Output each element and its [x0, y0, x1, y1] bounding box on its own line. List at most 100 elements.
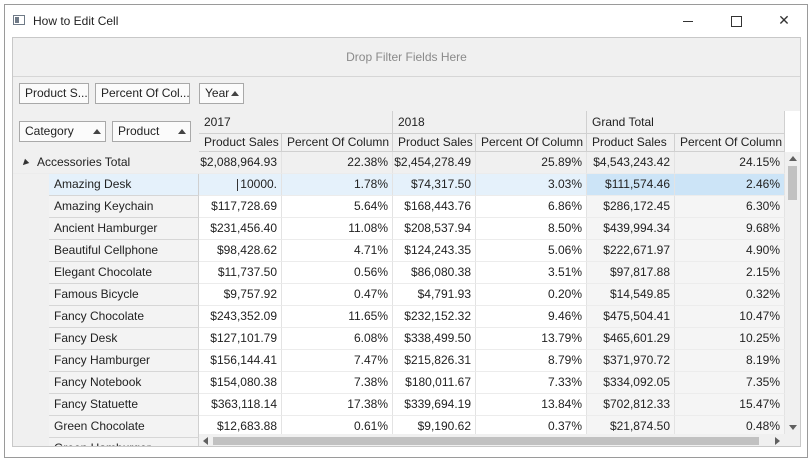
data-cell[interactable]: $74,317.50 — [393, 174, 476, 196]
total-cell[interactable]: 25.89% — [476, 152, 587, 174]
vertical-scrollbar[interactable] — [785, 152, 800, 434]
horizontal-scrollbar[interactable] — [199, 434, 785, 446]
data-cell[interactable]: $4,791.93 — [393, 284, 476, 306]
total-cell[interactable]: 24.15% — [675, 152, 785, 174]
data-cell[interactable]: 11.08% — [282, 218, 393, 240]
data-cell[interactable]: 3.03% — [476, 174, 587, 196]
data-cell[interactable]: $232,152.32 — [393, 306, 476, 328]
data-cell[interactable]: 5.06% — [476, 240, 587, 262]
data-cell[interactable]: $156,144.41 — [199, 350, 282, 372]
data-field-product-sales[interactable]: Product S... — [19, 83, 89, 104]
cell-editor-value[interactable]: 10000. — [240, 177, 277, 191]
data-cell[interactable]: $154,080.38 — [199, 372, 282, 394]
data-cell[interactable]: $338,499.50 — [393, 328, 476, 350]
row-header-total[interactable]: Accessories Total — [13, 152, 199, 174]
data-cell[interactable]: 6.08% — [282, 328, 393, 350]
data-cell[interactable]: $208,537.94 — [393, 218, 476, 240]
data-cell[interactable]: 7.47% — [282, 350, 393, 372]
cell-editor[interactable]: 10000. — [199, 174, 282, 196]
data-cell[interactable]: 2.46% — [675, 174, 785, 196]
data-cell[interactable]: 0.32% — [675, 284, 785, 306]
data-cell[interactable]: 0.56% — [282, 262, 393, 284]
total-cell[interactable]: $2,088,964.93 — [199, 152, 282, 174]
row-header-product[interactable]: Famous Bicycle — [49, 284, 199, 306]
data-field-percent-of-column[interactable]: Percent Of Col... — [95, 83, 190, 104]
row-header-product[interactable]: Green Hamburger — [49, 438, 199, 446]
column-field-year[interactable]: Year — [199, 83, 244, 104]
column-header-measure[interactable]: Product Sales — [393, 134, 476, 152]
horizontal-scroll-thumb[interactable] — [213, 437, 759, 445]
row-header-product[interactable]: Beautiful Cellphone — [49, 240, 199, 262]
data-cell[interactable]: $97,817.88 — [587, 262, 675, 284]
data-cell[interactable]: $363,118.14 — [199, 394, 282, 416]
data-cell[interactable]: $243,352.09 — [199, 306, 282, 328]
data-cell[interactable]: 4.71% — [282, 240, 393, 262]
data-cell[interactable]: $117,728.69 — [199, 196, 282, 218]
row-header-product[interactable]: Fancy Statuette — [49, 394, 199, 416]
data-cell[interactable]: $86,080.38 — [393, 262, 476, 284]
total-cell[interactable]: 22.38% — [282, 152, 393, 174]
data-cell[interactable]: $21,874.50 — [587, 416, 675, 438]
scroll-up-icon[interactable] — [789, 156, 797, 161]
column-header-measure[interactable]: Percent Of Column — [282, 134, 393, 152]
data-cell[interactable]: $127,101.79 — [199, 328, 282, 350]
column-header-measure[interactable]: Product Sales — [587, 134, 675, 152]
row-header-product[interactable]: Amazing Desk — [49, 174, 199, 196]
data-cell[interactable]: 10.25% — [675, 328, 785, 350]
maximize-button[interactable] — [713, 5, 759, 36]
data-cell[interactable]: 11.65% — [282, 306, 393, 328]
data-cell[interactable]: 5.64% — [282, 196, 393, 218]
data-cell[interactable]: $215,826.31 — [393, 350, 476, 372]
data-cell[interactable]: $439,994.34 — [587, 218, 675, 240]
data-cell[interactable]: 9.68% — [675, 218, 785, 240]
row-header-product[interactable]: Elegant Chocolate — [49, 262, 199, 284]
data-cell[interactable]: $231,456.40 — [199, 218, 282, 240]
column-header-measure[interactable]: Percent Of Column — [476, 134, 587, 152]
data-cell[interactable]: 6.30% — [675, 196, 785, 218]
row-header-product[interactable]: Amazing Keychain — [49, 196, 199, 218]
collapse-icon[interactable] — [20, 158, 30, 168]
data-cell[interactable]: 13.84% — [476, 394, 587, 416]
scroll-down-icon[interactable] — [789, 425, 797, 430]
scroll-right-icon[interactable] — [775, 437, 780, 445]
data-cell[interactable]: $475,504.41 — [587, 306, 675, 328]
data-cell[interactable]: 7.35% — [675, 372, 785, 394]
data-cell[interactable]: 0.47% — [282, 284, 393, 306]
data-cell[interactable]: 7.33% — [476, 372, 587, 394]
data-cell[interactable]: $286,172.45 — [587, 196, 675, 218]
data-cell[interactable]: 9.46% — [476, 306, 587, 328]
row-header-product[interactable]: Fancy Notebook — [49, 372, 199, 394]
row-header-product[interactable]: Fancy Desk — [49, 328, 199, 350]
close-button[interactable]: ✕ — [761, 5, 807, 36]
data-cell[interactable]: 17.38% — [282, 394, 393, 416]
row-field-product[interactable]: Product — [112, 121, 191, 142]
row-field-category[interactable]: Category — [19, 121, 106, 142]
total-cell[interactable]: $2,454,278.49 — [393, 152, 476, 174]
data-cell[interactable]: $168,443.76 — [393, 196, 476, 218]
data-cell[interactable]: $180,011.67 — [393, 372, 476, 394]
data-cell[interactable]: $9,757.92 — [199, 284, 282, 306]
data-cell[interactable]: 10.47% — [675, 306, 785, 328]
data-cell[interactable]: $222,671.97 — [587, 240, 675, 262]
data-cell[interactable]: 7.38% — [282, 372, 393, 394]
column-header-year[interactable]: 2018 — [393, 111, 587, 134]
column-header-year[interactable]: Grand Total — [587, 111, 785, 134]
minimize-button[interactable] — [665, 5, 711, 36]
data-cell[interactable]: $339,694.19 — [393, 394, 476, 416]
data-cell[interactable]: 2.15% — [675, 262, 785, 284]
data-cell[interactable]: 3.51% — [476, 262, 587, 284]
data-cell[interactable]: $14,549.85 — [587, 284, 675, 306]
data-cell[interactable]: $702,812.33 — [587, 394, 675, 416]
column-header-measure[interactable]: Percent Of Column — [675, 134, 785, 152]
data-cell[interactable]: $371,970.72 — [587, 350, 675, 372]
data-cell[interactable]: $334,092.05 — [587, 372, 675, 394]
row-header-product[interactable]: Fancy Chocolate — [49, 306, 199, 328]
data-cell[interactable]: $465,601.29 — [587, 328, 675, 350]
column-header-measure[interactable]: Product Sales — [199, 134, 282, 152]
row-header-product[interactable]: Green Chocolate — [49, 416, 199, 438]
data-cell[interactable]: 8.50% — [476, 218, 587, 240]
vertical-scroll-thumb[interactable] — [788, 166, 797, 200]
column-header-year[interactable]: 2017 — [199, 111, 393, 134]
data-cell[interactable]: 6.86% — [476, 196, 587, 218]
data-cell[interactable]: $111,574.46 — [587, 174, 675, 196]
